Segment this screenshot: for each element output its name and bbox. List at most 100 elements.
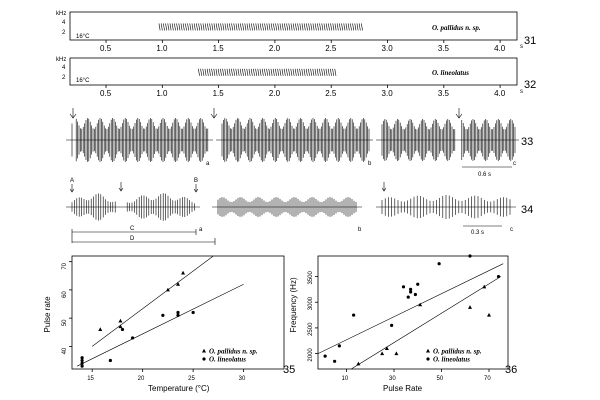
spectrogram-32-xunit: s bbox=[520, 89, 523, 95]
scale-bar-33-label: 0.6 s bbox=[478, 172, 491, 178]
spectrogram-xtick-label: 4.0 bbox=[494, 44, 506, 53]
y-tick-label: 60 bbox=[62, 291, 68, 298]
spectrogram-pulse bbox=[277, 68, 280, 76]
data-point-circle bbox=[80, 358, 84, 363]
oscillogram-33-a bbox=[66, 118, 213, 162]
spectrogram-32-signal bbox=[198, 68, 337, 76]
spectrogram-pulse bbox=[244, 68, 247, 76]
oscillogram-34-a bbox=[66, 193, 200, 221]
spectrogram-pulse bbox=[286, 68, 288, 76]
data-point-circle bbox=[437, 262, 441, 266]
spectrogram-xtick-label: 1.0 bbox=[156, 89, 168, 98]
spectrogram-pulse bbox=[204, 23, 207, 31]
spectrogram-pulse bbox=[317, 23, 319, 31]
marker-A: A bbox=[70, 178, 74, 184]
figure-number-32: 32 bbox=[524, 79, 536, 91]
spectrogram-pulse bbox=[264, 23, 267, 31]
spectrogram-pulse bbox=[281, 68, 284, 76]
spectrogram-31-xunit: s bbox=[520, 44, 523, 50]
spectrogram-pulse bbox=[308, 68, 310, 76]
figure-number-36: 36 bbox=[505, 364, 517, 376]
spectrogram-pulse bbox=[286, 23, 289, 31]
spectrogram-pulse bbox=[334, 68, 337, 76]
oscillogram-33: a b c 0.6 s 33 bbox=[66, 108, 533, 178]
data-point-circle bbox=[352, 313, 356, 317]
data-point-circle bbox=[130, 336, 135, 340]
spectrogram-pulse bbox=[248, 23, 251, 31]
data-point-circle bbox=[337, 344, 341, 348]
spectrogram-pulse bbox=[224, 68, 227, 76]
spectrogram-xtick-label: 0.5 bbox=[100, 44, 112, 53]
regression-line bbox=[351, 276, 502, 370]
spectrogram-pulse bbox=[327, 68, 330, 76]
figure-number-31: 31 bbox=[524, 35, 536, 47]
spectrogram-xtick-label: 2.5 bbox=[325, 89, 337, 98]
x-axis-label: Pulse Rate bbox=[383, 384, 423, 393]
spectrogram-pulse bbox=[259, 68, 262, 76]
spectrogram-pulse bbox=[354, 23, 357, 31]
spectrogram-pulse bbox=[272, 68, 275, 76]
spectrogram-31-ytick-4: 4 bbox=[62, 20, 66, 26]
spectrogram-pulse bbox=[294, 68, 297, 76]
legend-label: O. lineolatus bbox=[209, 356, 246, 364]
spectrogram-pulse bbox=[242, 23, 245, 31]
spectrogram-pulse bbox=[215, 68, 218, 76]
spectrogram-pulse bbox=[237, 68, 240, 76]
spectrogram-pulse bbox=[281, 23, 284, 31]
spectrogram-pulse bbox=[288, 23, 291, 31]
y-tick-label: 3500 bbox=[308, 271, 314, 285]
data-point-circle bbox=[333, 359, 337, 363]
spectrogram-pulse bbox=[226, 68, 229, 76]
oscillogram-34-label-c: c bbox=[510, 227, 513, 233]
y-axis-label: Frequency (Hz) bbox=[289, 277, 298, 332]
spectrogram-xtick-label: 1.0 bbox=[156, 44, 168, 53]
spectrogram-31-xaxis: 0.5 1.0 1.5 2.0 2.5 3.0 3.5 4.0 bbox=[100, 40, 506, 53]
spectrogram-pulse bbox=[239, 68, 242, 76]
spectrogram-pulse bbox=[343, 23, 346, 31]
spectrogram-pulse bbox=[288, 68, 291, 76]
spectrogram-pulse bbox=[255, 68, 258, 76]
oscillogram-34-b bbox=[212, 197, 362, 217]
x-tick-label: 25 bbox=[188, 376, 195, 382]
spectrogram-pulse bbox=[163, 23, 165, 31]
chart-36: 10 30 50 70 2000 2500 3000 3500 Pulse Rate Freque… bbox=[289, 254, 509, 393]
spectrogram-pulse bbox=[180, 23, 183, 31]
arrow-down-icon bbox=[210, 108, 218, 119]
x-tick-label: 50 bbox=[437, 376, 444, 382]
spectrogram-pulse bbox=[268, 68, 271, 76]
data-point-circle bbox=[176, 310, 180, 315]
data-point-triangle bbox=[181, 270, 186, 275]
spectrogram-pulse bbox=[321, 23, 324, 31]
spectrogram-pulse bbox=[191, 23, 194, 31]
spectrogram-pulse bbox=[189, 23, 192, 31]
spectrogram-pulse bbox=[347, 23, 350, 31]
legend-label: O. pallidus n. sp. bbox=[433, 348, 482, 356]
spectrogram-pulse bbox=[284, 23, 286, 31]
spectrogram-pulse bbox=[330, 68, 332, 76]
spectrogram-pulse bbox=[266, 68, 269, 76]
spectrogram-pulse bbox=[246, 68, 249, 76]
spectrogram-pulse bbox=[323, 23, 326, 31]
spectrogram-pulse bbox=[262, 23, 264, 31]
spectrogram-pulse bbox=[312, 23, 315, 31]
spectrogram-pulse bbox=[266, 23, 269, 31]
spectrogram-pulse bbox=[310, 68, 313, 76]
spectrogram-pulse bbox=[211, 68, 214, 76]
y-tick-label: 3000 bbox=[308, 296, 314, 310]
spectrogram-pulse bbox=[323, 68, 326, 76]
marker-D: D bbox=[130, 236, 135, 242]
spectrogram-31-unit: kHz bbox=[56, 11, 66, 17]
data-point-circle bbox=[191, 310, 195, 315]
spectrogram-pulse bbox=[220, 23, 223, 31]
spectrogram-pulse bbox=[303, 68, 306, 76]
marker-B: B bbox=[194, 178, 198, 184]
spectrogram-xtick-label: 2.0 bbox=[269, 89, 281, 98]
x-tick-label: 15 bbox=[87, 376, 94, 382]
spectrogram-pulse bbox=[334, 23, 337, 31]
spectrogram-pulse bbox=[292, 68, 295, 76]
figure-number-35: 35 bbox=[283, 364, 295, 376]
spectrogram-pulse bbox=[209, 23, 212, 31]
spectrogram-pulse bbox=[261, 68, 264, 76]
oscillogram-33-c bbox=[376, 119, 519, 161]
data-point-circle bbox=[413, 292, 417, 297]
